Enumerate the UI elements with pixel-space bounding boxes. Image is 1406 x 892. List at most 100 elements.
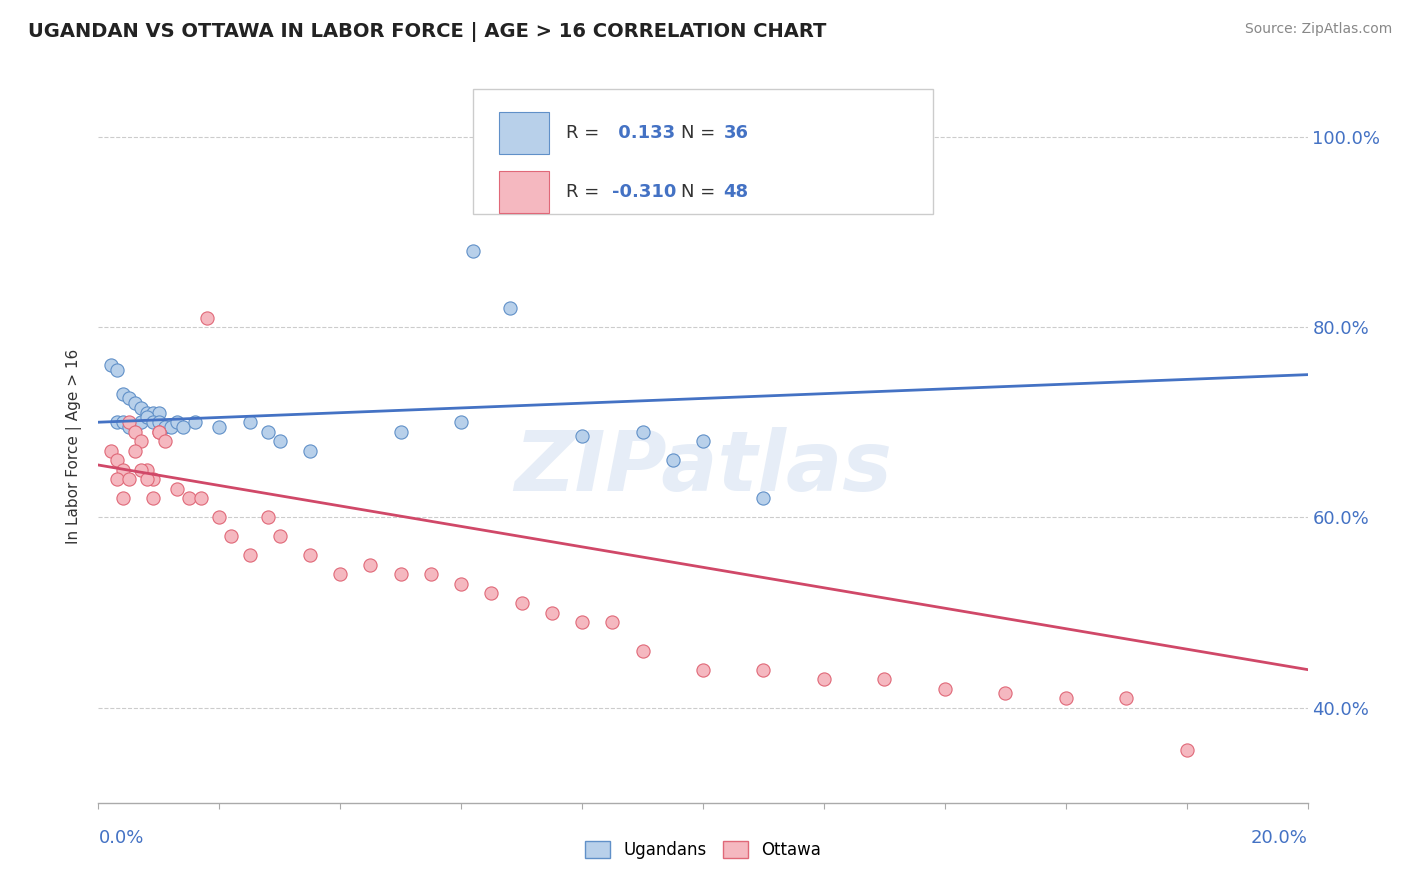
Point — [256, 510, 278, 524]
Point — [148, 425, 170, 439]
Point — [142, 406, 165, 420]
Point — [195, 310, 218, 325]
Point — [329, 567, 352, 582]
Point — [166, 415, 188, 429]
Point — [498, 301, 520, 315]
Point — [752, 663, 775, 677]
Point — [602, 615, 624, 629]
Text: 0.0%: 0.0% — [98, 830, 143, 847]
Text: UGANDAN VS OTTAWA IN LABOR FORCE | AGE > 16 CORRELATION CHART: UGANDAN VS OTTAWA IN LABOR FORCE | AGE >… — [28, 22, 827, 42]
Point — [360, 558, 382, 572]
Point — [105, 415, 128, 429]
Point — [166, 482, 188, 496]
Point — [124, 420, 146, 434]
Point — [105, 472, 128, 486]
Point — [269, 529, 291, 543]
Point — [208, 420, 231, 434]
Y-axis label: In Labor Force | Age > 16: In Labor Force | Age > 16 — [66, 349, 83, 543]
Point — [129, 415, 152, 429]
Point — [692, 663, 714, 677]
Point — [540, 606, 562, 620]
Point — [510, 596, 533, 610]
Point — [160, 420, 183, 434]
Point — [129, 434, 152, 449]
Point — [662, 453, 685, 467]
Point — [463, 244, 485, 258]
Point — [142, 415, 165, 429]
Point — [256, 425, 278, 439]
Point — [934, 681, 956, 696]
Text: R =: R = — [567, 124, 606, 142]
Point — [1115, 691, 1137, 706]
Point — [269, 434, 291, 449]
Point — [1175, 743, 1198, 757]
Point — [153, 434, 176, 449]
Text: 0.133: 0.133 — [613, 124, 675, 142]
Point — [111, 463, 134, 477]
Point — [873, 672, 896, 686]
Text: 48: 48 — [724, 183, 748, 201]
Point — [105, 453, 128, 467]
Point — [148, 406, 170, 420]
Point — [118, 415, 141, 429]
Point — [100, 358, 122, 372]
Text: N =: N = — [682, 183, 721, 201]
Point — [142, 491, 165, 506]
Point — [631, 425, 654, 439]
FancyBboxPatch shape — [474, 89, 932, 214]
Point — [184, 415, 207, 429]
FancyBboxPatch shape — [499, 170, 550, 213]
Point — [111, 491, 134, 506]
Point — [179, 491, 201, 506]
Text: N =: N = — [682, 124, 721, 142]
Point — [135, 410, 157, 425]
Text: 36: 36 — [724, 124, 748, 142]
Point — [239, 415, 262, 429]
Text: Source: ZipAtlas.com: Source: ZipAtlas.com — [1244, 22, 1392, 37]
Point — [813, 672, 835, 686]
Point — [135, 463, 157, 477]
Point — [148, 425, 170, 439]
Point — [111, 386, 134, 401]
Legend: Ugandans, Ottawa: Ugandans, Ottawa — [578, 834, 828, 866]
Point — [221, 529, 243, 543]
Point — [1054, 691, 1077, 706]
Point — [994, 686, 1017, 700]
Point — [100, 443, 122, 458]
Point — [299, 549, 322, 563]
Point — [752, 491, 775, 506]
Point — [118, 392, 141, 406]
Point — [135, 472, 157, 486]
FancyBboxPatch shape — [499, 112, 550, 154]
Point — [631, 643, 654, 657]
Point — [389, 425, 412, 439]
Point — [239, 549, 262, 563]
Point — [481, 586, 503, 600]
Point — [124, 425, 146, 439]
Point — [389, 567, 412, 582]
Point — [105, 363, 128, 377]
Text: R =: R = — [567, 183, 606, 201]
Point — [118, 420, 141, 434]
Point — [571, 429, 593, 443]
Point — [129, 463, 152, 477]
Point — [118, 472, 141, 486]
Point — [208, 510, 231, 524]
Point — [135, 406, 157, 420]
Point — [450, 577, 472, 591]
Point — [190, 491, 212, 506]
Point — [299, 443, 322, 458]
Point — [129, 401, 152, 415]
Point — [124, 443, 146, 458]
Point — [153, 420, 176, 434]
Text: -0.310: -0.310 — [613, 183, 676, 201]
Point — [124, 396, 146, 410]
Point — [450, 415, 472, 429]
Point — [142, 472, 165, 486]
Point — [172, 420, 194, 434]
Text: ZIPatlas: ZIPatlas — [515, 427, 891, 508]
Point — [571, 615, 593, 629]
Point — [420, 567, 443, 582]
Point — [692, 434, 714, 449]
Text: 20.0%: 20.0% — [1251, 830, 1308, 847]
